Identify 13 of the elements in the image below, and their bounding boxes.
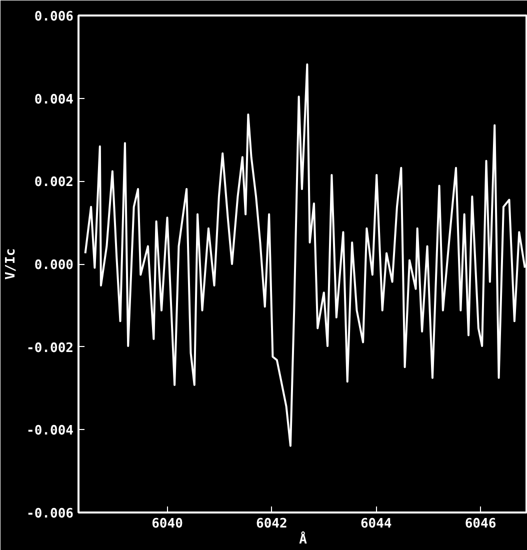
y-tick-label: -0.006 bbox=[26, 506, 74, 522]
y-axis-title: V/Ic bbox=[4, 248, 19, 280]
y-tick-label: -0.002 bbox=[26, 340, 74, 356]
x-tick-label: 6042 bbox=[256, 516, 288, 532]
x-tick-label: 6046 bbox=[464, 516, 496, 532]
y-tick-label: 0.006 bbox=[34, 10, 74, 24]
y-tick-label: 0.004 bbox=[34, 92, 74, 108]
x-tick-label: 6040 bbox=[152, 516, 184, 532]
x-tick-label: 6044 bbox=[360, 516, 392, 532]
x-axis-title: Å bbox=[299, 530, 308, 548]
y-tick-label: 0.000 bbox=[34, 258, 74, 273]
y-tick-label: 0.002 bbox=[34, 175, 74, 190]
y-tick-label: -0.004 bbox=[26, 424, 74, 439]
